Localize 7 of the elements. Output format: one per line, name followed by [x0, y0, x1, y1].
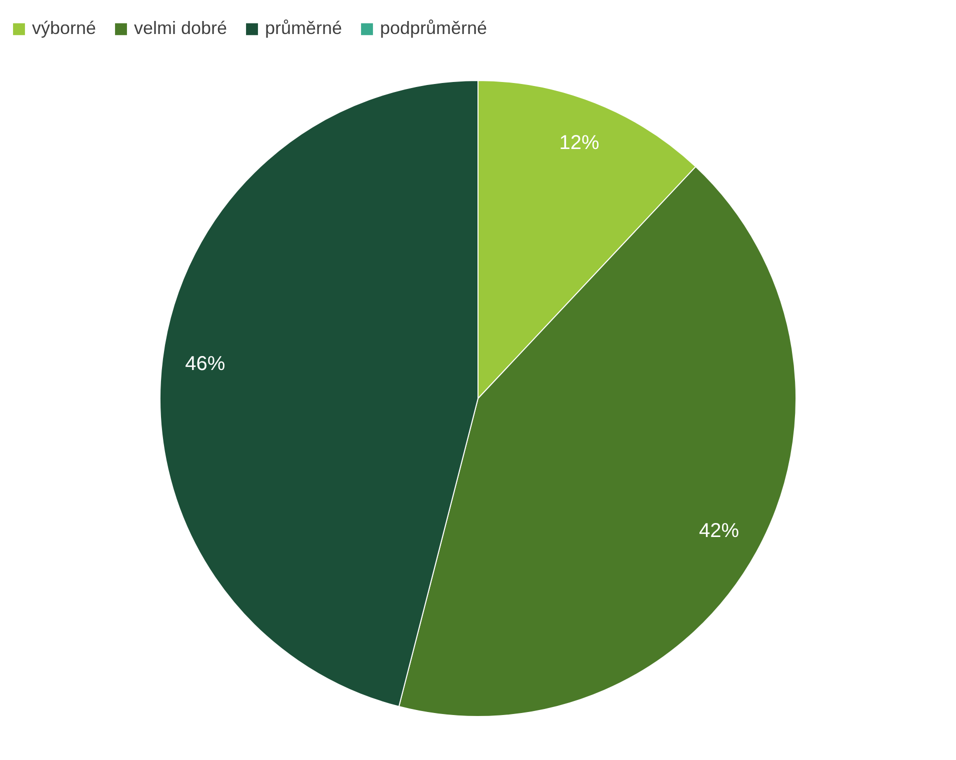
legend-label: výborné	[32, 18, 96, 38]
data-label: 42%	[698, 520, 740, 542]
legend-label: velmi dobré	[134, 18, 228, 38]
legend-label: průměrné	[265, 18, 342, 38]
legend-label: podprůměrné	[380, 18, 488, 38]
data-label: 46%	[185, 353, 226, 376]
data-label: 12%	[559, 132, 600, 154]
